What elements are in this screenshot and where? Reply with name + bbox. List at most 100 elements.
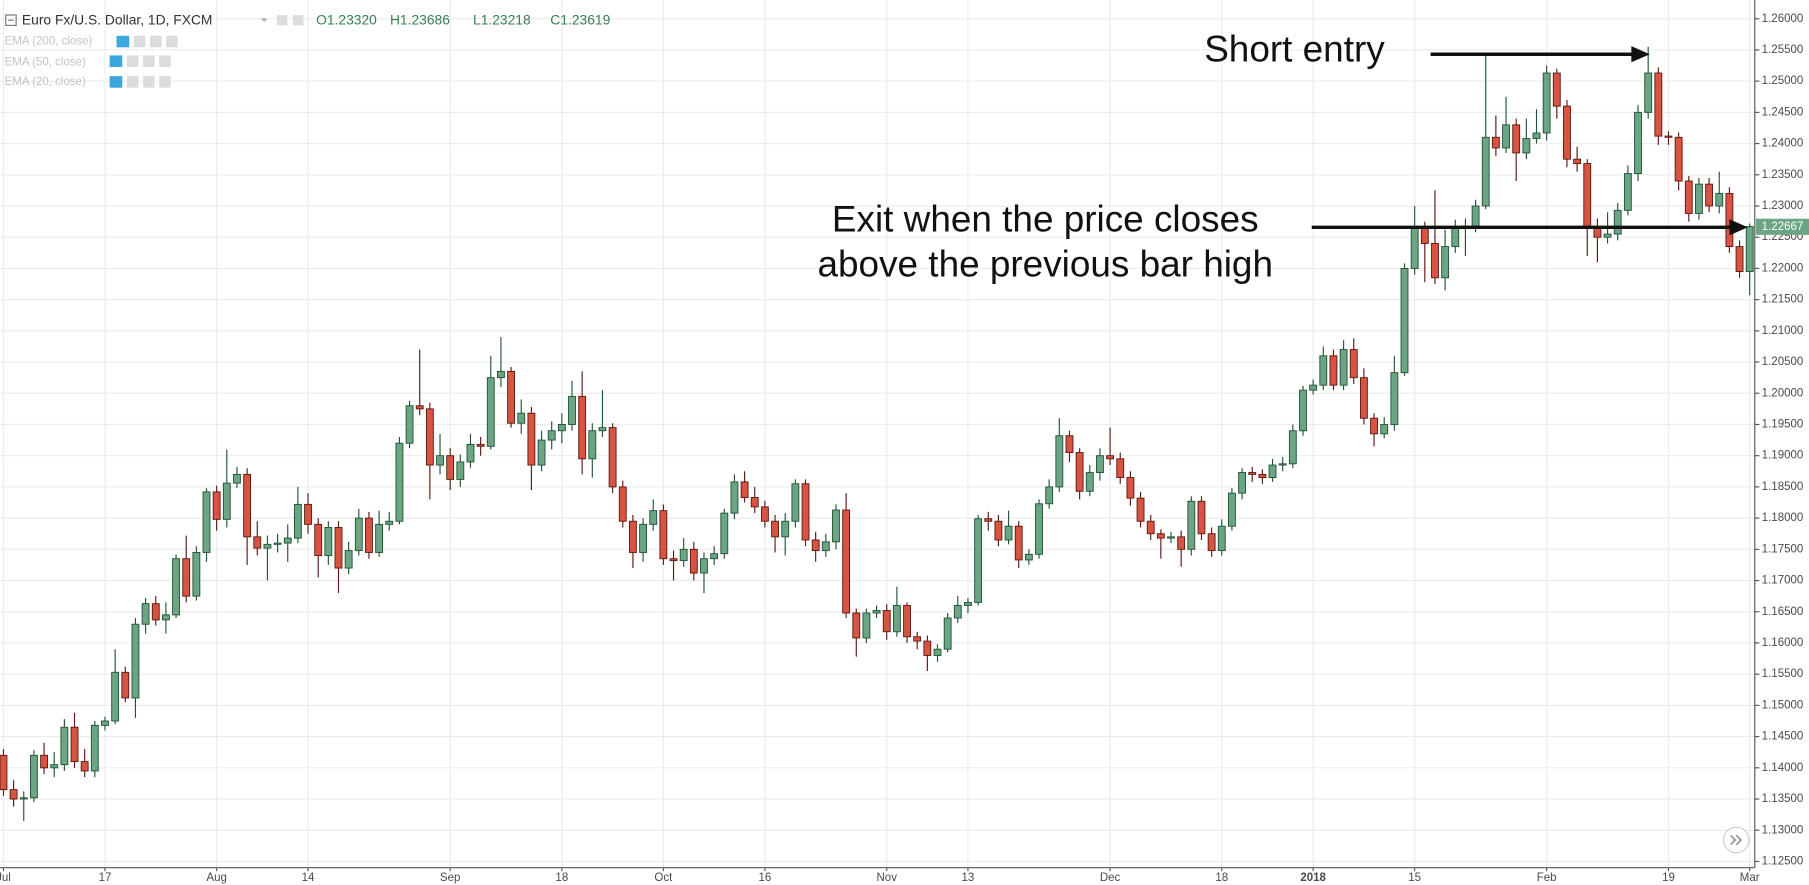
- candle-body: [50, 764, 59, 769]
- candle-body: [994, 520, 1003, 541]
- candle-body: [903, 605, 911, 638]
- candle-body: [1258, 473, 1267, 479]
- candle-body: [293, 503, 302, 539]
- annotation-arrowhead: [1729, 219, 1748, 236]
- axes: 1.12500 1.13000 1.13500 1.14000 1.14500 1.150…: [0, 13, 1809, 884]
- candle-body: [1359, 377, 1368, 419]
- candle-body: [1319, 355, 1328, 386]
- tool-icon[interactable]: [143, 55, 155, 67]
- tool-icon[interactable]: [149, 35, 162, 48]
- grid: [0, 0, 1755, 868]
- candle-body: [1441, 246, 1450, 279]
- candle-body: [1410, 227, 1419, 269]
- candle-body: [882, 610, 891, 633]
- button-circle[interactable]: [1723, 826, 1750, 854]
- candle-body: [1563, 105, 1571, 160]
- candle-body: [385, 520, 394, 525]
- candle-body: [598, 427, 607, 432]
- candle-body: [1400, 267, 1409, 374]
- time-axis-panel: [0, 867, 1809, 885]
- tool-icon[interactable]: [126, 55, 139, 67]
- candle-body: [537, 439, 546, 466]
- candle-body: [842, 509, 851, 614]
- candle-body: [943, 617, 952, 650]
- candle-body: [1613, 209, 1622, 235]
- x-tick-label: Sep: [440, 872, 460, 884]
- candle-body: [1126, 477, 1135, 499]
- candle-body: [1502, 124, 1510, 149]
- eye-icon[interactable]: [116, 35, 130, 48]
- y-tick-label: 1.25500: [1762, 44, 1804, 56]
- candle-body: [344, 550, 353, 569]
- y-tick-label: 1.26000: [1762, 13, 1804, 25]
- x-tick-label: Jul: [0, 872, 11, 884]
- candle-body: [395, 442, 404, 522]
- y-tick-label: 1.14000: [1762, 762, 1804, 774]
- candle-body: [1583, 163, 1592, 229]
- candle-body: [1532, 132, 1541, 140]
- open-label: O1.23320: [316, 11, 377, 27]
- indicator-tool-icons[interactable]: [126, 35, 178, 88]
- candle-body: [760, 506, 769, 522]
- candle-body: [1491, 136, 1500, 149]
- candle-body: [933, 648, 942, 656]
- candle-body: [913, 636, 922, 642]
- candle-body: [1573, 158, 1582, 165]
- candle-body: [588, 430, 597, 460]
- settings-icon[interactable]: [276, 15, 288, 26]
- eye-icon[interactable]: [109, 76, 123, 88]
- scroll-to-end-button[interactable]: [1723, 826, 1750, 854]
- indicator-eye-icons[interactable]: [109, 35, 130, 88]
- candle-body: [1065, 435, 1074, 454]
- x-tick-label: Aug: [206, 872, 226, 884]
- candle-body: [700, 558, 708, 574]
- candle-body: [679, 548, 688, 562]
- candle-body: [151, 603, 160, 621]
- candle-body: [1248, 472, 1257, 475]
- candle-body: [1035, 503, 1043, 555]
- tool-icon[interactable]: [126, 76, 139, 88]
- candle-body: [1431, 242, 1439, 279]
- eye-icon[interactable]: [109, 55, 123, 67]
- candle-body: [192, 551, 201, 597]
- candle-body: [1055, 435, 1064, 488]
- candle-body: [304, 503, 312, 525]
- candle-body: [781, 520, 790, 538]
- candle-body: [497, 370, 505, 379]
- legend-header: Euro Fx/U.S. Dollar, 1D, FXCM O1.23320 H…: [5, 11, 611, 27]
- last-price-badge: [1755, 218, 1809, 235]
- candle-body: [60, 726, 69, 766]
- candle-body: [1593, 227, 1602, 238]
- indicator-label: EMA (200, close): [5, 36, 93, 48]
- button-chevrons: [1730, 834, 1742, 846]
- candle-body: [1339, 349, 1348, 386]
- candle-body: [832, 509, 840, 543]
- candle-body: [1512, 124, 1521, 154]
- candle-body: [436, 455, 444, 466]
- y-tick-label: 1.18000: [1762, 512, 1804, 524]
- y-tick-label: 1.18500: [1762, 481, 1804, 493]
- collapse-icon[interactable]: [5, 14, 17, 26]
- candle-body: [1024, 553, 1033, 561]
- y-tick-label: 1.17500: [1762, 543, 1804, 555]
- y-tick-label: 1.25000: [1762, 75, 1804, 87]
- tool-icon[interactable]: [166, 35, 178, 48]
- candle-body: [1715, 193, 1724, 207]
- candle-body: [9, 789, 18, 800]
- candle-body: [253, 536, 262, 549]
- candle-body: [1004, 525, 1013, 541]
- menu-caret[interactable]: [260, 18, 268, 22]
- settings-icon[interactable]: [293, 15, 304, 26]
- candle-body: [334, 527, 343, 569]
- candle-body: [1390, 372, 1399, 425]
- tool-icon[interactable]: [143, 76, 155, 88]
- tool-icon[interactable]: [159, 76, 171, 88]
- candle-body: [1745, 226, 1754, 273]
- tool-icon[interactable]: [159, 55, 171, 67]
- y-tick-label: 1.22000: [1762, 262, 1804, 274]
- x-tick-label: 14: [302, 872, 315, 884]
- tool-icon[interactable]: [133, 35, 146, 48]
- candle-body: [618, 486, 627, 522]
- y-tick-label: 1.23000: [1762, 200, 1804, 212]
- candle-body: [354, 517, 363, 552]
